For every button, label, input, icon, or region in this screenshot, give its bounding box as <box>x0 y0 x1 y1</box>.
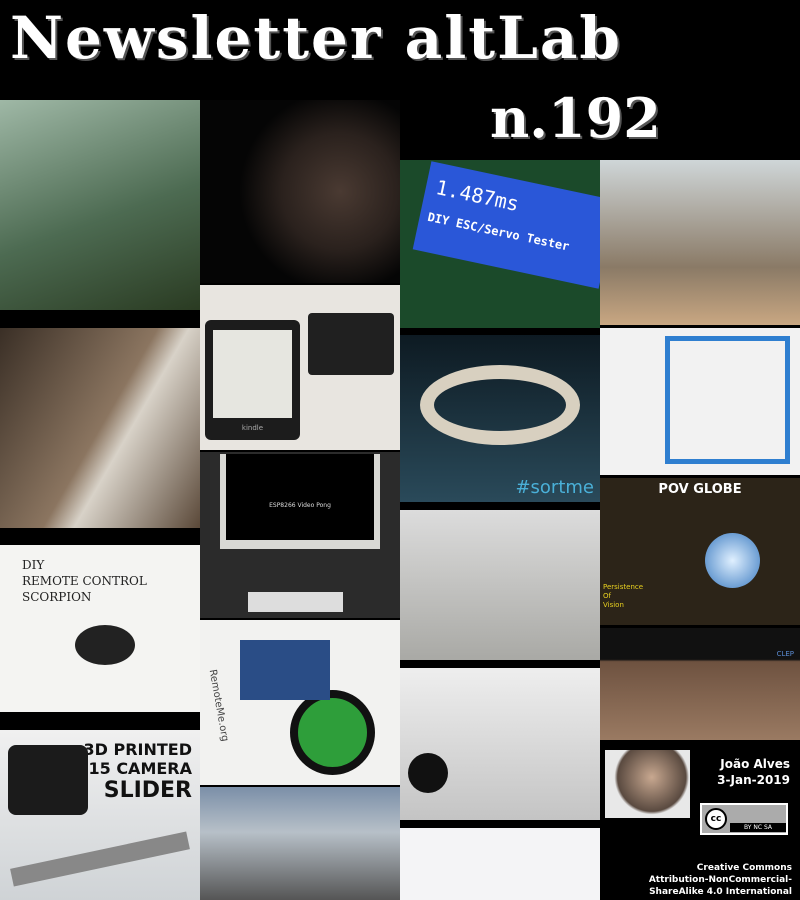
scorpion-text: REMOTE CONTROL <box>22 574 147 588</box>
slider-text: $15 CAMERA <box>77 759 192 778</box>
photo-plotter <box>600 328 800 475</box>
car-wheel <box>408 753 448 793</box>
author-name: João Alves <box>720 757 790 771</box>
issue-number: n.192 <box>490 86 661 150</box>
photo-moon: CLEP <box>600 628 800 740</box>
robot-wheel <box>290 690 375 775</box>
author-photo <box>605 750 690 818</box>
photo-kindle: kindle <box>200 285 400 450</box>
globe <box>705 533 760 588</box>
photo-people <box>200 787 400 900</box>
license-text: Attribution-NonCommercial- <box>648 875 792 885</box>
robot-board <box>240 640 330 700</box>
camera <box>8 745 88 815</box>
kindle-label: kindle <box>241 424 264 432</box>
photo-space <box>200 100 400 283</box>
license-text: ShareAlike 4.0 International <box>649 887 792 897</box>
slider-text: 3D PRINTED <box>83 740 193 759</box>
photo-robot: RemoteMe.org <box>200 620 400 785</box>
robot-label: RemoteMe.org <box>206 668 231 743</box>
photo-controller <box>0 328 200 528</box>
photo-sortme: #sortme <box>400 335 600 502</box>
lcd-text: 1.487ms <box>433 175 522 217</box>
license-text: Creative Commons <box>696 863 792 873</box>
box-ring <box>420 365 580 445</box>
pov-caption: Vision <box>603 601 624 609</box>
slider-text: SLIDER <box>103 778 192 803</box>
photo-gramophone <box>600 160 800 325</box>
box <box>308 313 394 375</box>
scorpion-text: SCORPION <box>22 590 92 604</box>
license-badge: BY NC SA <box>730 823 786 832</box>
scorpion-body <box>75 625 135 665</box>
photo-car <box>400 668 600 820</box>
photo-plane <box>400 828 600 900</box>
sortme-label: #sortme <box>515 477 594 498</box>
newsletter-title: Newsletter altLab <box>10 4 622 72</box>
lcd-text: DIY ESC/Servo Tester <box>426 209 571 254</box>
moon-label: CLEP <box>776 650 794 658</box>
photo-monitor: ESP8266 Video Pong <box>200 452 400 618</box>
plotter-frame <box>665 336 790 464</box>
pov-caption: Of <box>603 592 611 600</box>
slider-rail <box>10 831 190 887</box>
scorpion-text: DIY <box>22 558 45 572</box>
breadboard <box>248 592 343 612</box>
photo-slider: 3D PRINTED $15 CAMERA SLIDER <box>0 730 200 900</box>
pov-caption: Persistence <box>603 583 644 591</box>
photo-lcd: 1.487ms DIY ESC/Servo Tester <box>400 160 600 328</box>
pong-label: ESP8266 Video Pong <box>269 502 331 509</box>
photo-bike <box>400 510 600 660</box>
pov-title: POV GLOBE <box>658 482 742 497</box>
date: 3-Jan-2019 <box>717 773 790 787</box>
photo-book <box>0 100 200 310</box>
cc-badge: cc BY NC SA <box>700 803 788 835</box>
photo-scorpion: DIY REMOTE CONTROL SCORPION <box>0 545 200 712</box>
photo-pov-globe: POV GLOBE Persistence Of Vision <box>600 478 800 625</box>
